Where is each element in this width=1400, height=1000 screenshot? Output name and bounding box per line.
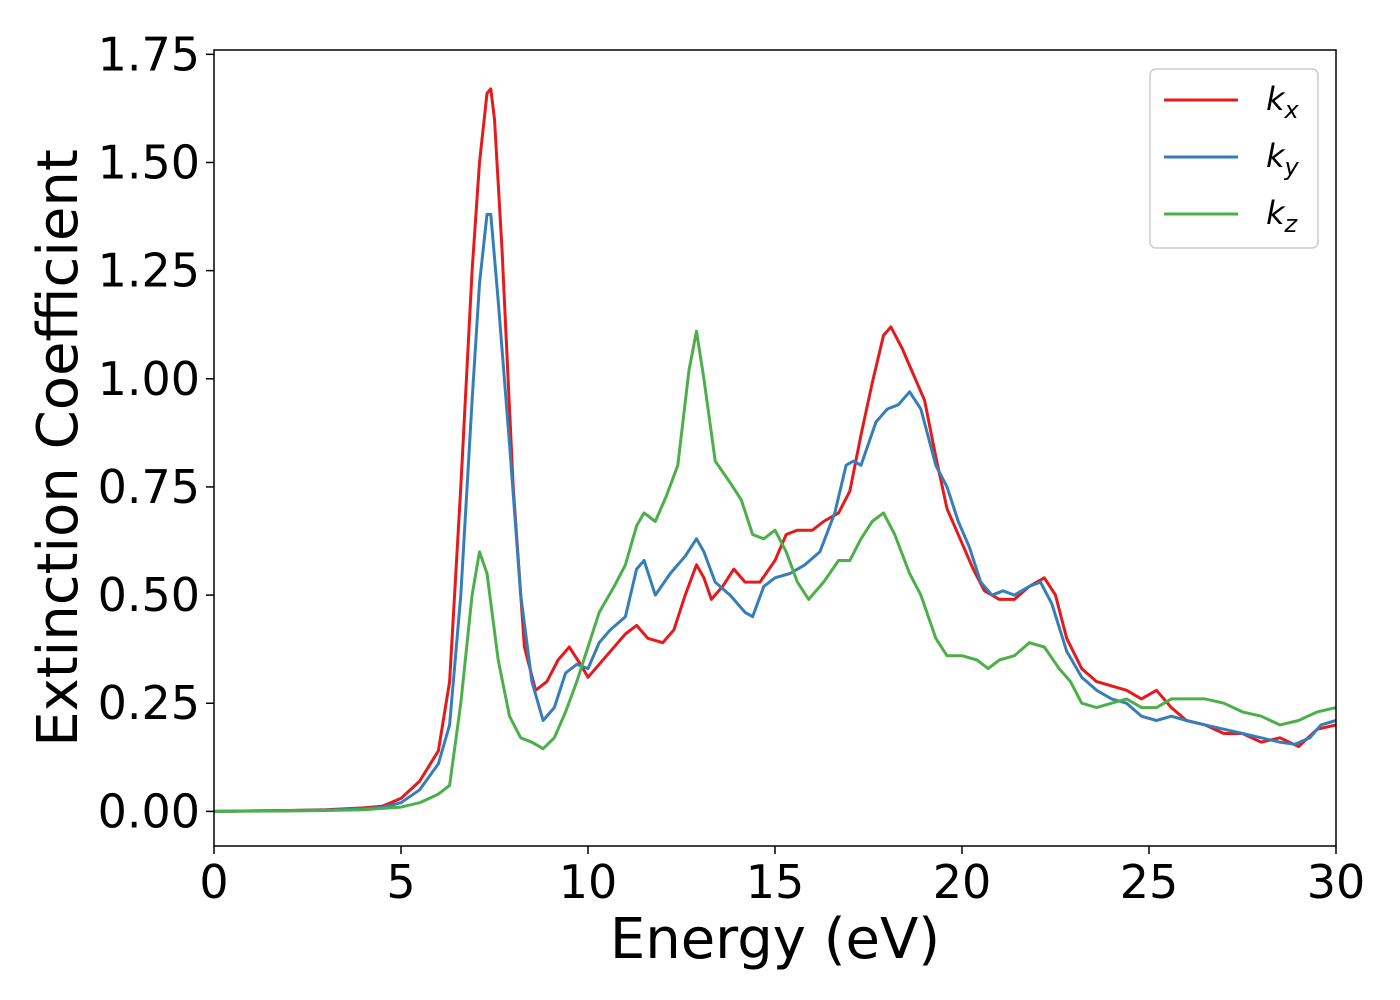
y-tick-label: 0.00 [98,784,200,838]
series-line-kx [214,87,1336,813]
series-line-ky [214,212,1336,813]
x-tick-label: 20 [933,855,992,909]
x-tick-label: 0 [199,855,228,909]
y-tick-label: 0.75 [98,460,200,514]
series-line-kz [214,329,1336,813]
x-tick-label: 25 [1120,855,1179,909]
x-tick-label: 30 [1307,855,1366,909]
y-tick-label: 1.00 [98,352,200,406]
series-layer [214,87,1336,813]
x-tick-label: 5 [386,855,415,909]
x-tick-label: 10 [559,855,618,909]
x-axis: 0 5 10 15 20 25 30 [199,846,1365,909]
x-axis-title: Energy (eV) [610,907,940,972]
x-tick-label: 15 [746,855,805,909]
y-axis: 0.00 0.25 0.50 0.75 1.00 1.25 1.50 1.75 [98,27,214,838]
y-tick-label: 1.25 [98,244,200,298]
y-tick-label: 0.25 [98,676,200,730]
y-tick-label: 0.50 [98,568,200,622]
y-axis-title: Extinction Coefficient [26,149,91,747]
y-tick-label: 1.75 [98,27,200,81]
y-tick-label: 1.50 [98,135,200,189]
